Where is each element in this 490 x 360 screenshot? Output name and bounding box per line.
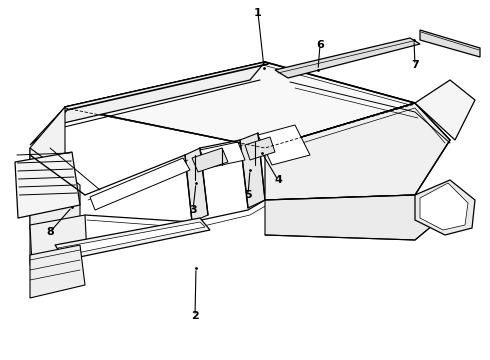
- Polygon shape: [200, 142, 245, 168]
- Text: 4: 4: [274, 175, 282, 185]
- Polygon shape: [245, 137, 275, 160]
- Polygon shape: [185, 148, 208, 222]
- Polygon shape: [15, 152, 80, 218]
- Text: 2: 2: [191, 311, 199, 321]
- Polygon shape: [65, 62, 415, 148]
- Text: 6: 6: [316, 40, 324, 50]
- Polygon shape: [420, 30, 480, 57]
- Polygon shape: [415, 180, 475, 235]
- Polygon shape: [240, 133, 265, 208]
- Polygon shape: [415, 80, 475, 140]
- Polygon shape: [265, 103, 450, 200]
- Polygon shape: [55, 218, 210, 260]
- Polygon shape: [192, 148, 228, 172]
- Polygon shape: [30, 107, 65, 230]
- Polygon shape: [258, 125, 310, 165]
- Polygon shape: [58, 222, 205, 256]
- Text: 7: 7: [411, 60, 419, 70]
- Text: 3: 3: [189, 205, 197, 215]
- Polygon shape: [90, 158, 190, 210]
- Polygon shape: [30, 148, 80, 275]
- Polygon shape: [420, 183, 468, 230]
- Polygon shape: [275, 38, 420, 78]
- Text: 1: 1: [254, 8, 262, 18]
- Polygon shape: [265, 195, 445, 240]
- Polygon shape: [30, 62, 265, 145]
- Text: 8: 8: [46, 227, 54, 237]
- Polygon shape: [30, 245, 85, 298]
- Text: 5: 5: [244, 190, 252, 200]
- Polygon shape: [30, 215, 87, 265]
